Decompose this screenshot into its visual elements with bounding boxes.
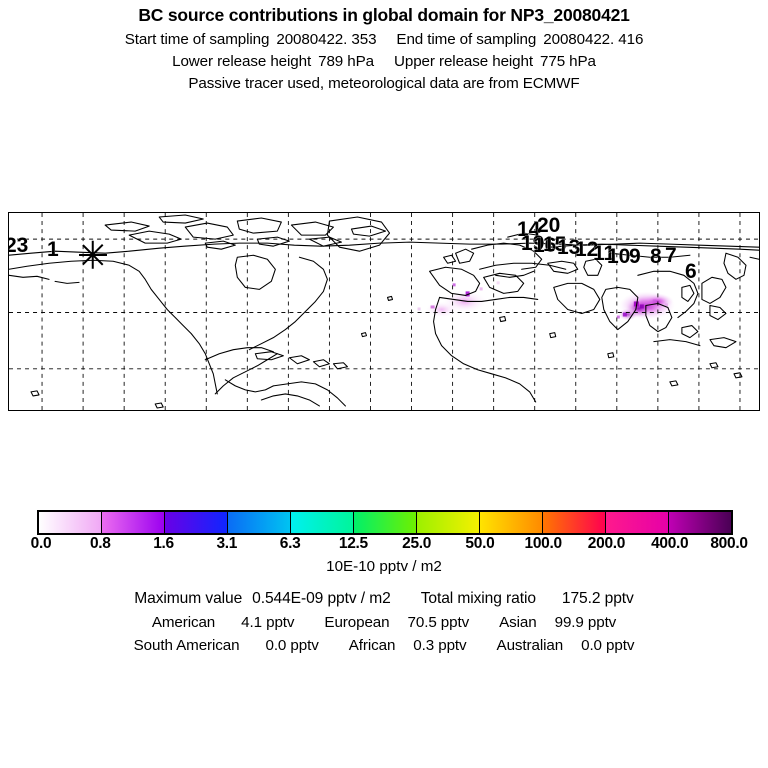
trajectory-label-9: 9 bbox=[629, 245, 641, 268]
contribution-name-american: American bbox=[151, 614, 216, 631]
colorbar-segment-1 bbox=[102, 512, 165, 533]
total-mixing-ratio-value: 175.2 pptv bbox=[561, 590, 634, 607]
lower-release-value: 789 hPa bbox=[318, 53, 374, 70]
trajectory-label-16: 16 bbox=[533, 234, 557, 257]
trajectory-label-11: 11 bbox=[593, 242, 616, 265]
colorbar-segment-6 bbox=[417, 512, 480, 533]
contribution-name-australian: Australian bbox=[496, 637, 564, 654]
contribution-value-european: 70.5 pptv bbox=[407, 614, 470, 631]
trajectory-label-8: 8 bbox=[650, 245, 662, 268]
trajectory-label-7: 7 bbox=[665, 244, 677, 267]
trajectory-label-12: 12 bbox=[575, 238, 599, 261]
method-note: Passive tracer used, meteorological data… bbox=[188, 75, 580, 92]
trajectory-label-6: 6 bbox=[685, 260, 697, 283]
end-time-label: End time of sampling bbox=[396, 31, 537, 48]
colorbar-tick-8: 100.0 bbox=[524, 535, 563, 552]
plume-layer bbox=[417, 281, 675, 321]
colorbar-segment-8 bbox=[543, 512, 606, 533]
start-time-label: Start time of sampling bbox=[124, 31, 270, 48]
trajectory-label-10: 10 bbox=[607, 245, 631, 268]
trajectory-label-20: 20 bbox=[537, 214, 561, 237]
colorbar-segment-4 bbox=[291, 512, 354, 533]
contribution-name-asian: Asian bbox=[499, 614, 537, 631]
colorbar-segment-7 bbox=[480, 512, 543, 533]
colorbar-segment-5 bbox=[354, 512, 417, 533]
colorbar-tick-10: 400.0 bbox=[651, 535, 689, 552]
total-mixing-ratio-label: Total mixing ratio bbox=[420, 590, 536, 607]
lower-release-label: Lower release height bbox=[172, 53, 312, 70]
contribution-name-african: African bbox=[348, 637, 396, 654]
header: BC source contributions in global domain… bbox=[0, 0, 768, 92]
trajectory-label-14: 14 bbox=[517, 218, 541, 241]
contribution-value-south-american: 0.0 pptv bbox=[265, 637, 319, 654]
colorbar-gradient bbox=[37, 510, 733, 535]
trajectory-label-19: 19 bbox=[521, 232, 545, 255]
trajectory-label-13: 13 bbox=[557, 236, 581, 259]
colorbar-tick-4: 6.3 bbox=[279, 535, 301, 552]
map-inner: 23114201916151312111098764 bbox=[9, 213, 759, 410]
max-value-label: Maximum value bbox=[134, 590, 243, 607]
upper-release-label: Upper release height bbox=[394, 53, 533, 70]
colorbar-unit-label: 10E-10 pptv / m2 bbox=[326, 558, 442, 575]
colorbar-segment-10 bbox=[669, 512, 731, 533]
colorbar-segment-2 bbox=[165, 512, 228, 533]
upper-release-value: 775 hPa bbox=[540, 53, 596, 70]
page-title: BC source contributions in global domain… bbox=[138, 5, 630, 25]
contribution-value-african: 0.3 pptv bbox=[413, 637, 467, 654]
colorbar[interactable] bbox=[37, 510, 733, 535]
colorbar-tick-7: 50.0 bbox=[465, 535, 495, 552]
colorbar-tick-2: 1.6 bbox=[153, 535, 174, 552]
sampling-time-line: Start time of sampling 20080422. 353 End t… bbox=[0, 31, 768, 48]
trajectory-label-15: 15 bbox=[543, 233, 567, 256]
trajectory-label-1: 1 bbox=[47, 238, 59, 261]
colorbar-tick-11: 800.0 bbox=[710, 535, 748, 552]
max-value: 0.544E-09 pptv / m2 bbox=[252, 590, 391, 607]
colorbar-segment-9 bbox=[606, 512, 669, 533]
colorbar-segment-3 bbox=[228, 512, 291, 533]
colorbar-tick-5: 12.5 bbox=[338, 535, 368, 552]
statistics-block: Maximum value 0.544E-09 pptv / m2 Total mi… bbox=[0, 590, 768, 654]
end-time-value: 20080422. 416 bbox=[543, 31, 644, 48]
colorbar-tick-6: 25.0 bbox=[402, 535, 432, 552]
max-and-total-row: Maximum value 0.544E-09 pptv / m2 Total mi… bbox=[0, 590, 768, 608]
coastlines bbox=[9, 214, 759, 409]
contribution-value-australian: 0.0 pptv bbox=[581, 637, 635, 654]
colorbar-tick-9: 200.0 bbox=[587, 535, 626, 552]
contribution-value-asian: 99.9 pptv bbox=[554, 614, 617, 631]
start-time-value: 20080422. 353 bbox=[276, 31, 377, 48]
release-height-line: Lower release height 789 hPa Upper release… bbox=[0, 53, 768, 70]
map-graphic bbox=[9, 213, 759, 410]
colorbar-tick-1: 0.8 bbox=[89, 535, 111, 552]
colorbar-tick-3: 3.1 bbox=[216, 535, 238, 552]
contribution-value-american: 4.1 pptv bbox=[241, 614, 295, 631]
contribution-name-south-american: South American bbox=[133, 637, 240, 654]
contributions-row-2: South American 0.0 pptv African 0.3 pptv Aus… bbox=[0, 637, 768, 654]
colorbar-tick-0: 0.0 bbox=[30, 535, 52, 552]
contributions-row-1: American 4.1 pptv European 70.5 pptv Asian 99… bbox=[0, 614, 768, 631]
colorbar-segment-0 bbox=[39, 512, 102, 533]
world-map-panel[interactable]: 23114201916151312111098764 bbox=[8, 212, 760, 411]
contribution-name-european: European bbox=[324, 614, 390, 631]
colorbar-tick-labels: 0.0 0.8 1.6 3.1 6.3 12.5 25.0 50.0 100.0 200.0 400… bbox=[0, 535, 768, 555]
trajectory-label-23: 23 bbox=[9, 234, 29, 257]
